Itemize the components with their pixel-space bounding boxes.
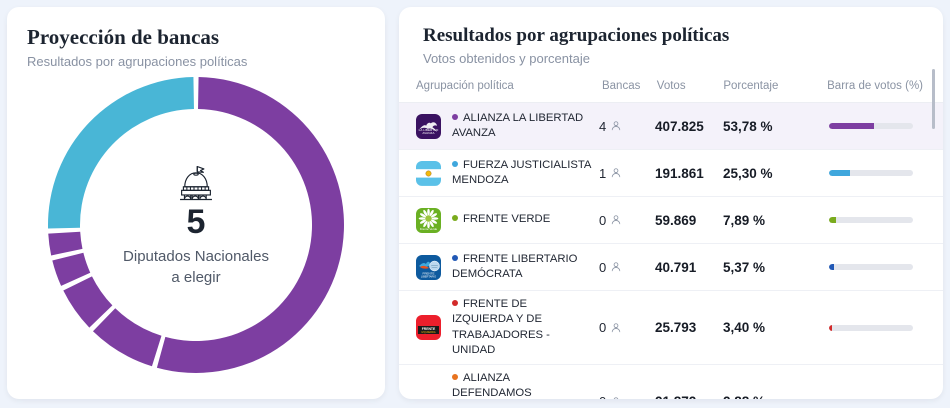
- svg-text:IZQUIERDA: IZQUIERDA: [421, 330, 435, 334]
- svg-text:Provincias: Provincias: [423, 398, 436, 399]
- svg-text:LIBERTARIO: LIBERTARIO: [421, 274, 436, 278]
